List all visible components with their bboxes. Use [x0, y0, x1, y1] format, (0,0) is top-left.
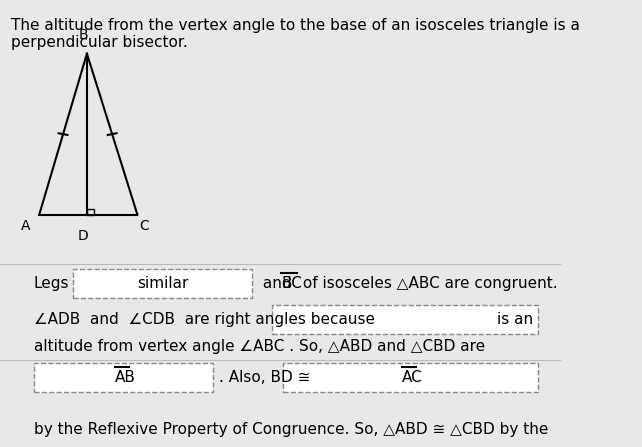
Text: of isosceles △ABC are congruent.: of isosceles △ABC are congruent. [299, 276, 558, 291]
Text: by the Reflexive Property of Congruence. So, △ABD ≅ △CBD by the: by the Reflexive Property of Congruence.… [33, 422, 548, 437]
FancyBboxPatch shape [73, 269, 252, 299]
Text: D: D [78, 229, 89, 243]
Text: Legs: Legs [33, 276, 69, 291]
Text: AB: AB [115, 370, 136, 385]
Text: A: A [21, 219, 31, 233]
Text: C: C [139, 219, 149, 233]
Text: B: B [78, 29, 88, 42]
Text: The altitude from the vertex angle to the base of an isosceles triangle is a
per: The altitude from the vertex angle to th… [11, 18, 580, 50]
FancyBboxPatch shape [33, 363, 213, 392]
Bar [87, 209, 94, 215]
Text: is an: is an [496, 312, 533, 327]
Text: and: and [258, 276, 297, 291]
FancyBboxPatch shape [283, 363, 538, 392]
Text: similar: similar [137, 276, 188, 291]
Text: . Also, BD ≅: . Also, BD ≅ [219, 370, 310, 385]
FancyBboxPatch shape [272, 305, 538, 334]
Text: BC: BC [281, 276, 302, 291]
Text: AC: AC [403, 370, 423, 385]
Text: altitude from vertex angle ∠ABC . So, △ABD and △CBD are: altitude from vertex angle ∠ABC . So, △A… [33, 339, 485, 354]
Text: ∠ADB  and  ∠CDB  are right angles because: ∠ADB and ∠CDB are right angles because [33, 312, 375, 327]
